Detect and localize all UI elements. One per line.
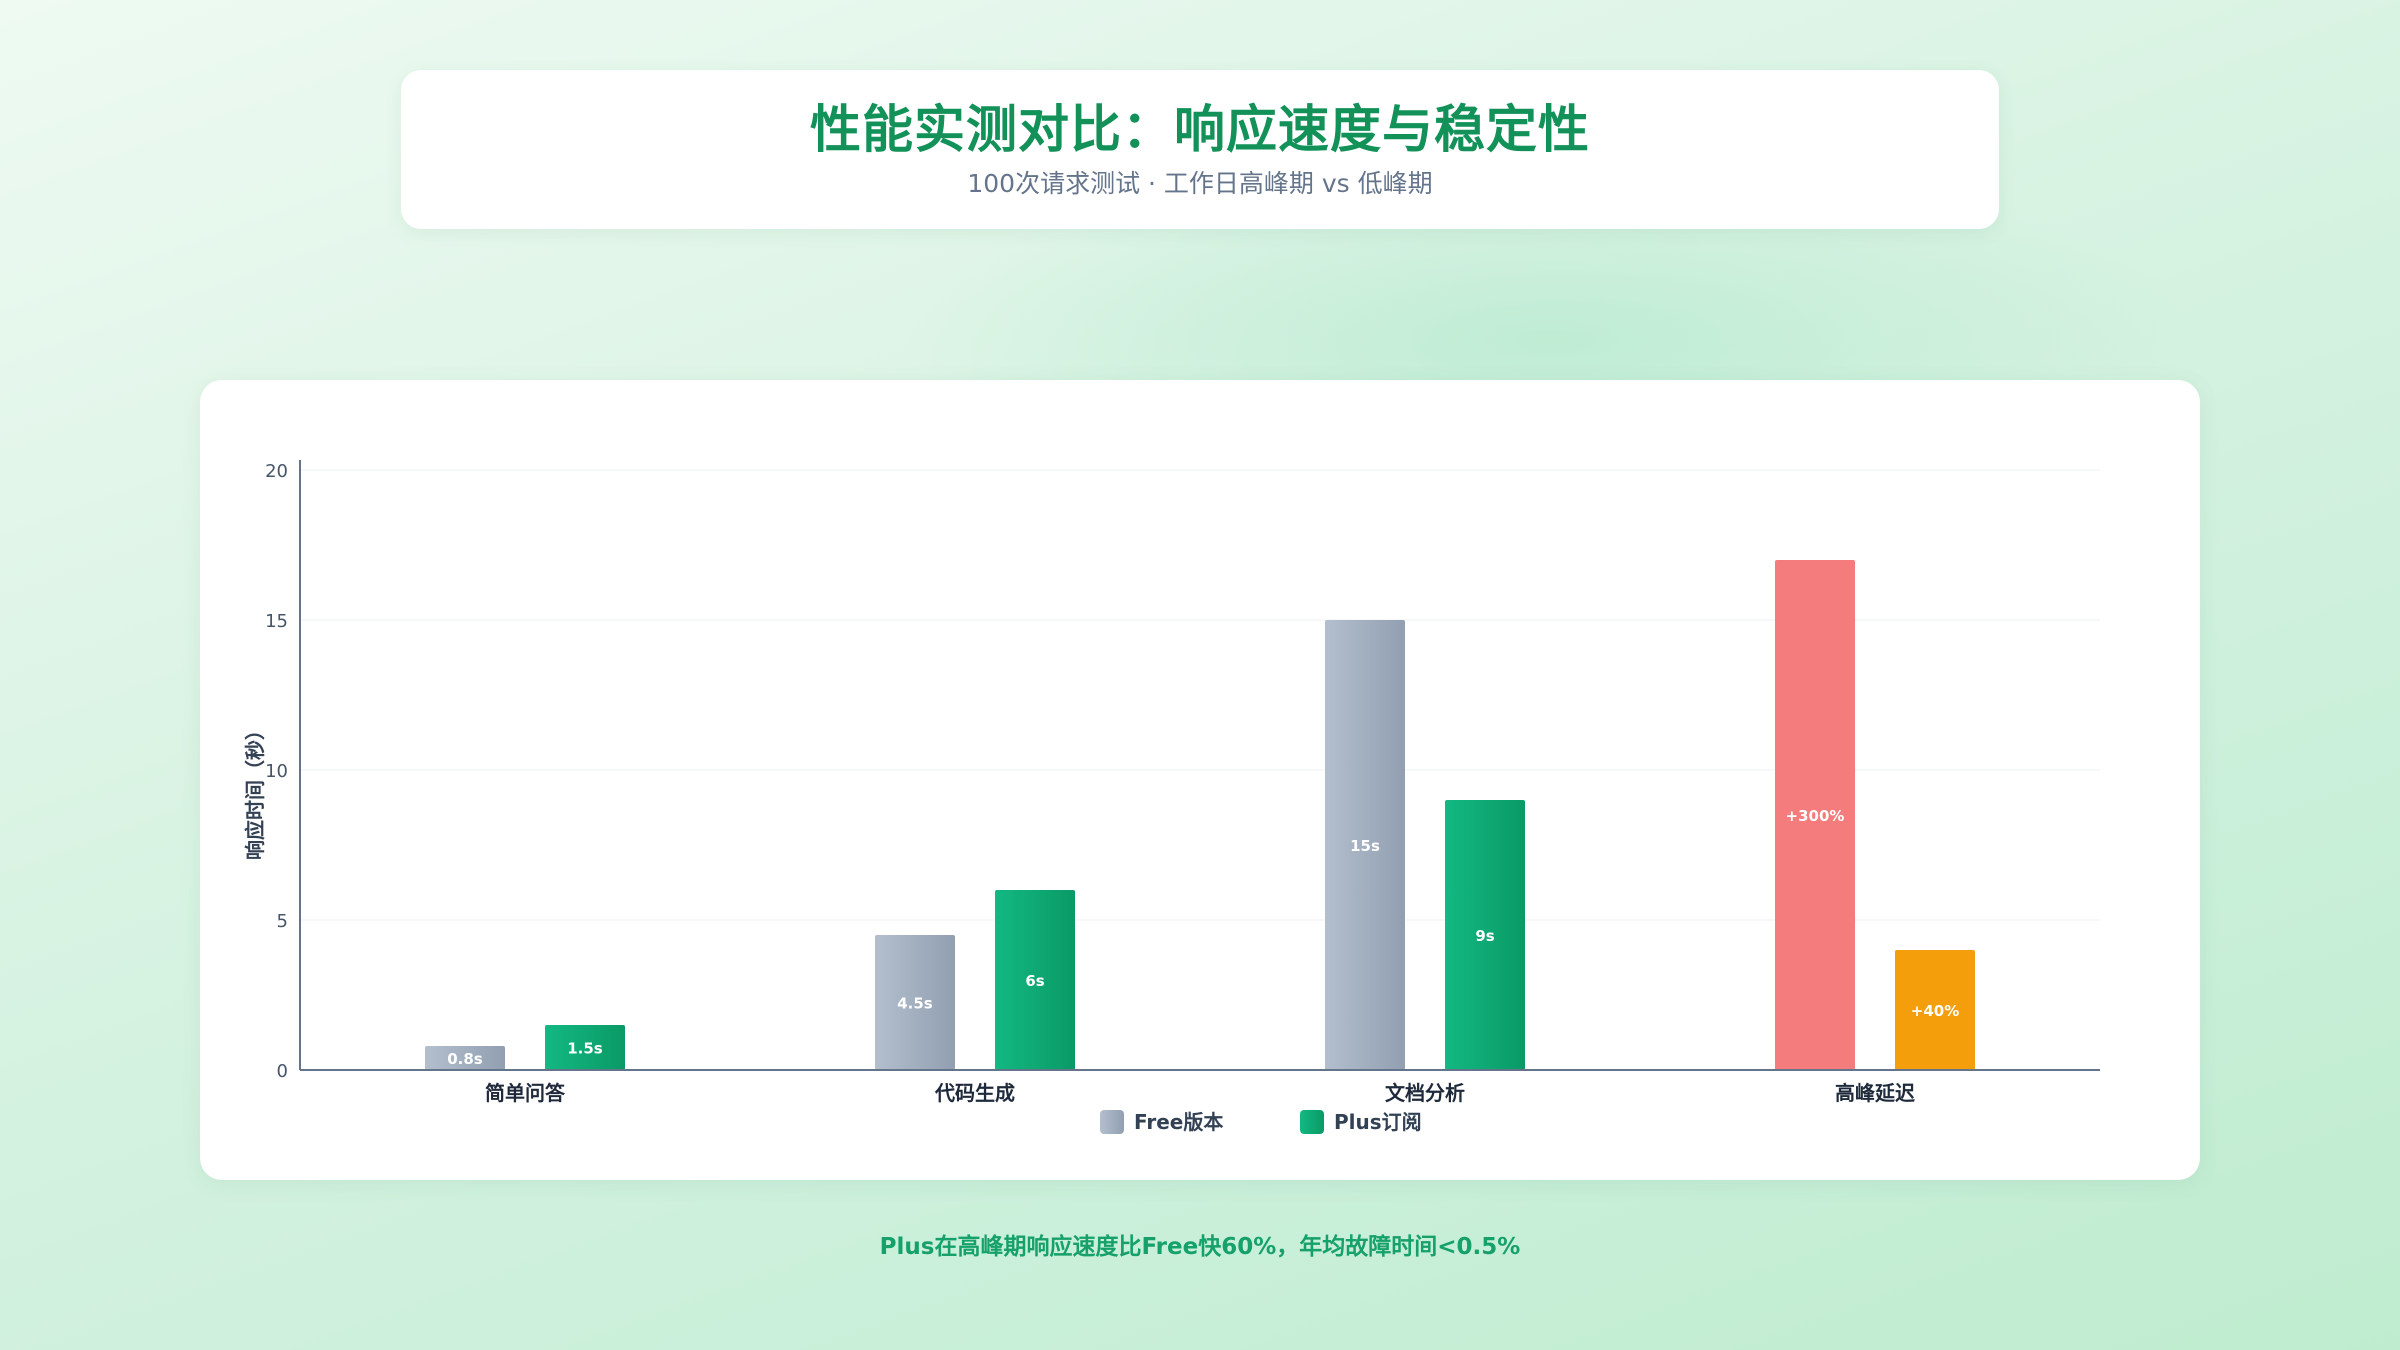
bar-free bbox=[425, 1046, 505, 1070]
header-card bbox=[401, 70, 1999, 229]
legend-item-plus: Plus订阅 bbox=[1300, 1110, 1422, 1134]
x-category-label: 高峰延迟 bbox=[1835, 1081, 1915, 1105]
y-tick-label: 10 bbox=[265, 761, 288, 782]
bar-value-label: 15s bbox=[1350, 837, 1380, 855]
bar-value-label: 6s bbox=[1025, 972, 1044, 990]
bar-free bbox=[875, 935, 955, 1070]
chart-card: 0.8s 1.5s 4.5s 6s 15s 9s +300% +40% 0 5 10 15 20 简单问… bbox=[200, 380, 2200, 1180]
legend-item-free: Free版本 bbox=[1100, 1110, 1223, 1134]
x-category-label: 文档分析 bbox=[1385, 1081, 1465, 1105]
legend-label: Free版本 bbox=[1134, 1110, 1223, 1134]
bar-value-label: +300% bbox=[1786, 807, 1845, 825]
bar-value-label: 0.8s bbox=[447, 1050, 483, 1068]
page-subtitle: 100次请求测试 · 工作日高峰期 vs 低峰期 bbox=[967, 169, 1433, 198]
y-axis-title: 响应时间（秒） bbox=[243, 720, 267, 860]
bar-plus bbox=[995, 890, 1075, 1070]
legend-swatch bbox=[1100, 1110, 1124, 1134]
bar-free bbox=[1775, 560, 1855, 1070]
y-tick-label: 20 bbox=[265, 461, 288, 482]
bar-chart: 0.8s 1.5s 4.5s 6s 15s 9s +300% +40% 0 5 10 15 20 简单问… bbox=[243, 460, 2100, 1134]
y-tick-label: 15 bbox=[265, 611, 288, 632]
bar-value-label: 9s bbox=[1475, 927, 1494, 945]
bar-plus bbox=[1445, 800, 1525, 1070]
legend-swatch bbox=[1300, 1110, 1324, 1134]
footer-note: Plus在高峰期响应速度比Free快60%，年均故障时间<0.5% bbox=[879, 1234, 1521, 1260]
bar-value-label: 1.5s bbox=[567, 1040, 603, 1058]
bar-value-label: 4.5s bbox=[897, 995, 933, 1013]
page-title: 性能实测对比：响应速度与稳定性 bbox=[809, 101, 1590, 160]
legend-label: Plus订阅 bbox=[1334, 1110, 1422, 1134]
y-tick-label: 5 bbox=[277, 911, 288, 932]
bar-plus bbox=[545, 1025, 625, 1070]
x-category-label: 简单问答 bbox=[485, 1081, 566, 1105]
bar-free bbox=[1325, 620, 1405, 1070]
x-category-label: 代码生成 bbox=[934, 1081, 1015, 1105]
bar-value-label: +40% bbox=[1911, 1002, 1959, 1020]
bar-plus bbox=[1895, 950, 1975, 1070]
y-tick-label: 0 bbox=[277, 1061, 288, 1082]
